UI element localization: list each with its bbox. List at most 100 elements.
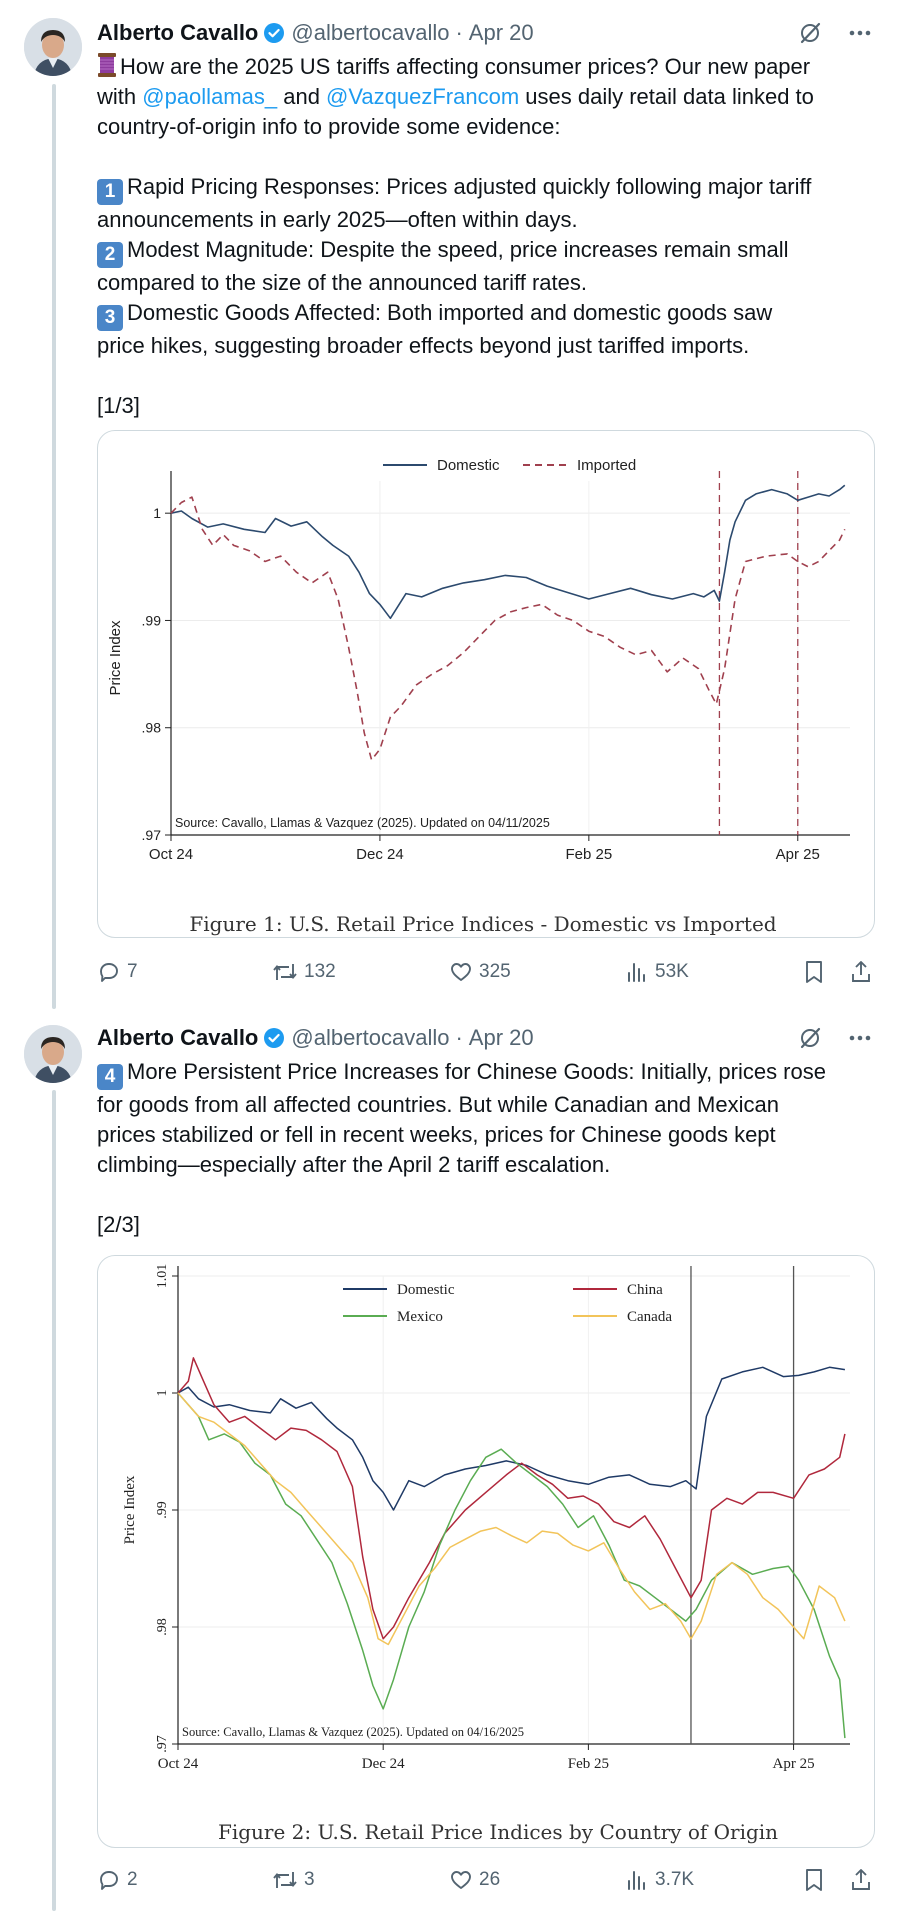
y-axis-label: Price Index bbox=[107, 620, 124, 696]
y-tick-label: .98 bbox=[142, 720, 162, 736]
chart-image[interactable]: .97 .98 .99 1 1.01 Oct 24 Dec 24 Feb 25 Apr 25 Pr… bbox=[97, 1255, 875, 1848]
like-button[interactable]: 325 bbox=[449, 956, 511, 988]
series-line-imported bbox=[170, 496, 846, 761]
share-button[interactable] bbox=[849, 1864, 879, 1896]
more-options-icon[interactable] bbox=[846, 19, 874, 47]
tweet-text: How are the 2025 US tariffs affecting co… bbox=[97, 52, 877, 421]
tweet-actions: 7 132 325 53K bbox=[97, 956, 877, 988]
legend-label: Canada bbox=[627, 1309, 672, 1325]
share-icon bbox=[852, 961, 870, 982]
tweet-header: Alberto Cavallo @albertocavallo · Apr 20 bbox=[97, 18, 874, 48]
grok-icon[interactable] bbox=[796, 19, 824, 47]
x-tick-label: Dec 24 bbox=[356, 846, 404, 863]
thread-connector-line bbox=[52, 84, 56, 1009]
tweet[interactable]: Alberto Cavallo @albertocavallo · Apr 20… bbox=[0, 0, 898, 1000]
avatar[interactable] bbox=[24, 18, 82, 76]
tweet-date[interactable]: Apr 20 bbox=[468, 1025, 534, 1050]
keycap-number-icon: 4 bbox=[97, 1064, 123, 1090]
keycap-number-icon: 2 bbox=[97, 242, 123, 268]
grok-icon[interactable] bbox=[796, 1024, 824, 1052]
x-tick-label: Apr 25 bbox=[773, 1756, 815, 1772]
views-icon bbox=[628, 1871, 645, 1890]
like-button[interactable]: 26 bbox=[449, 1864, 500, 1896]
repost-button[interactable]: 3 bbox=[272, 1864, 315, 1896]
x-tick-label: Dec 24 bbox=[362, 1756, 405, 1772]
y-tick-label: .97 bbox=[142, 827, 162, 843]
y-tick-label: .99 bbox=[142, 612, 162, 628]
repost-count: 3 bbox=[304, 1869, 315, 1890]
view-count: 3.7K bbox=[655, 1869, 695, 1890]
heart-icon bbox=[451, 1871, 471, 1889]
tweet-text-line: country-of-origin info to provide some e… bbox=[97, 114, 561, 139]
tweet-text-line: for goods from all affected countries. B… bbox=[97, 1092, 779, 1117]
series-line-china bbox=[177, 1357, 846, 1640]
point-text: Rapid Pricing Responses: Prices adjusted… bbox=[127, 174, 812, 199]
author-handle[interactable]: @albertocavallo bbox=[291, 1025, 450, 1050]
tweet-text-fragment: uses daily retail data linked to bbox=[519, 84, 814, 109]
source-note: Source: Cavallo, Llamas & Vazquez (2025)… bbox=[175, 816, 550, 830]
tweet-text-fragment: with bbox=[97, 84, 143, 109]
x-tick-label: Oct 24 bbox=[158, 1756, 199, 1772]
tweet-text: 4 More Persistent Price Increases for Chi… bbox=[97, 1057, 877, 1240]
reply-count: 2 bbox=[127, 1869, 138, 1890]
y-tick-label: 1 bbox=[155, 1390, 170, 1397]
separator-dot: · bbox=[455, 1025, 463, 1050]
point-text: price hikes, suggesting broader effects … bbox=[97, 333, 750, 358]
tweet-header: Alberto Cavallo @albertocavallo · Apr 20 bbox=[97, 1023, 874, 1053]
tweet-date[interactable]: Apr 20 bbox=[468, 20, 534, 45]
reply-count: 7 bbox=[127, 961, 138, 982]
view-count: 53K bbox=[655, 961, 689, 982]
heart-icon bbox=[451, 963, 471, 981]
repost-count: 132 bbox=[304, 961, 336, 982]
bookmark-icon bbox=[806, 961, 822, 983]
avatar[interactable] bbox=[24, 1025, 82, 1083]
point-text: compared to the size of the announced ta… bbox=[97, 270, 588, 295]
figure-caption: Figure 2: U.S. Retail Price Indices by C… bbox=[218, 1820, 778, 1844]
x-tick-label: Apr 25 bbox=[776, 846, 820, 863]
reply-button[interactable]: 2 bbox=[97, 1864, 138, 1896]
author-handle[interactable]: @albertocavallo bbox=[291, 20, 450, 45]
point-text: Domestic Goods Affected: Both imported a… bbox=[127, 300, 773, 325]
share-button[interactable] bbox=[849, 956, 879, 988]
mention-link[interactable]: @paollamas_ bbox=[142, 84, 278, 109]
tweet[interactable]: Alberto Cavallo @albertocavallo · Apr 20… bbox=[0, 1005, 898, 1911]
thread-counter: [1/3] bbox=[97, 393, 140, 418]
legend-label: China bbox=[627, 1282, 663, 1298]
x-tick-label: Feb 25 bbox=[565, 846, 612, 863]
thread-spool-emoji-icon bbox=[97, 52, 117, 78]
repost-button[interactable]: 132 bbox=[272, 956, 336, 988]
more-options-icon[interactable] bbox=[846, 1024, 874, 1052]
series-line-domestic bbox=[177, 1366, 846, 1511]
y-tick-label: 1 bbox=[153, 505, 161, 521]
y-tick-label: 1.01 bbox=[155, 1264, 170, 1289]
y-tick-label: .98 bbox=[155, 1618, 170, 1636]
chart-image[interactable]: .97 .98 .99 1 Oct 24 Dec 24 Feb 25 Apr 25 Price … bbox=[97, 430, 875, 938]
y-axis-label: Price Index bbox=[122, 1475, 138, 1544]
reply-icon bbox=[100, 963, 118, 982]
series-line-domestic bbox=[170, 484, 846, 620]
reply-icon bbox=[100, 1871, 118, 1890]
legend-label: Domestic bbox=[397, 1282, 455, 1298]
chart-domestic-vs-imported: .97 .98 .99 1 Oct 24 Dec 24 Feb 25 Apr 25 Price … bbox=[107, 457, 850, 936]
chart-country-of-origin: .97 .98 .99 1 1.01 Oct 24 Dec 24 Feb 25 Apr 25 Pr… bbox=[122, 1264, 850, 1844]
keycap-number-icon: 3 bbox=[97, 305, 123, 331]
reply-button[interactable]: 7 bbox=[97, 956, 138, 988]
verified-badge-icon bbox=[263, 1027, 285, 1049]
views-icon bbox=[628, 963, 645, 982]
repost-icon bbox=[273, 964, 297, 980]
x-tick-label: Oct 24 bbox=[149, 846, 193, 863]
y-tick-label: .97 bbox=[155, 1735, 170, 1753]
bookmark-button[interactable] bbox=[802, 1864, 832, 1896]
bookmark-icon bbox=[806, 1869, 822, 1891]
legend-label: Mexico bbox=[397, 1309, 443, 1325]
tweet-actions: 2 3 26 3.7K bbox=[97, 1864, 877, 1896]
repost-icon bbox=[273, 1872, 297, 1888]
point-text: announcements in early 2025—often within… bbox=[97, 207, 578, 232]
author-name[interactable]: Alberto Cavallo bbox=[97, 1025, 259, 1050]
views-button[interactable]: 3.7K bbox=[625, 1864, 694, 1896]
tweet-text-fragment: and bbox=[277, 84, 327, 109]
mention-link[interactable]: @VazquezFrancom bbox=[326, 84, 520, 109]
bookmark-button[interactable] bbox=[802, 956, 832, 988]
author-name[interactable]: Alberto Cavallo bbox=[97, 20, 259, 45]
views-button[interactable]: 53K bbox=[625, 956, 689, 988]
